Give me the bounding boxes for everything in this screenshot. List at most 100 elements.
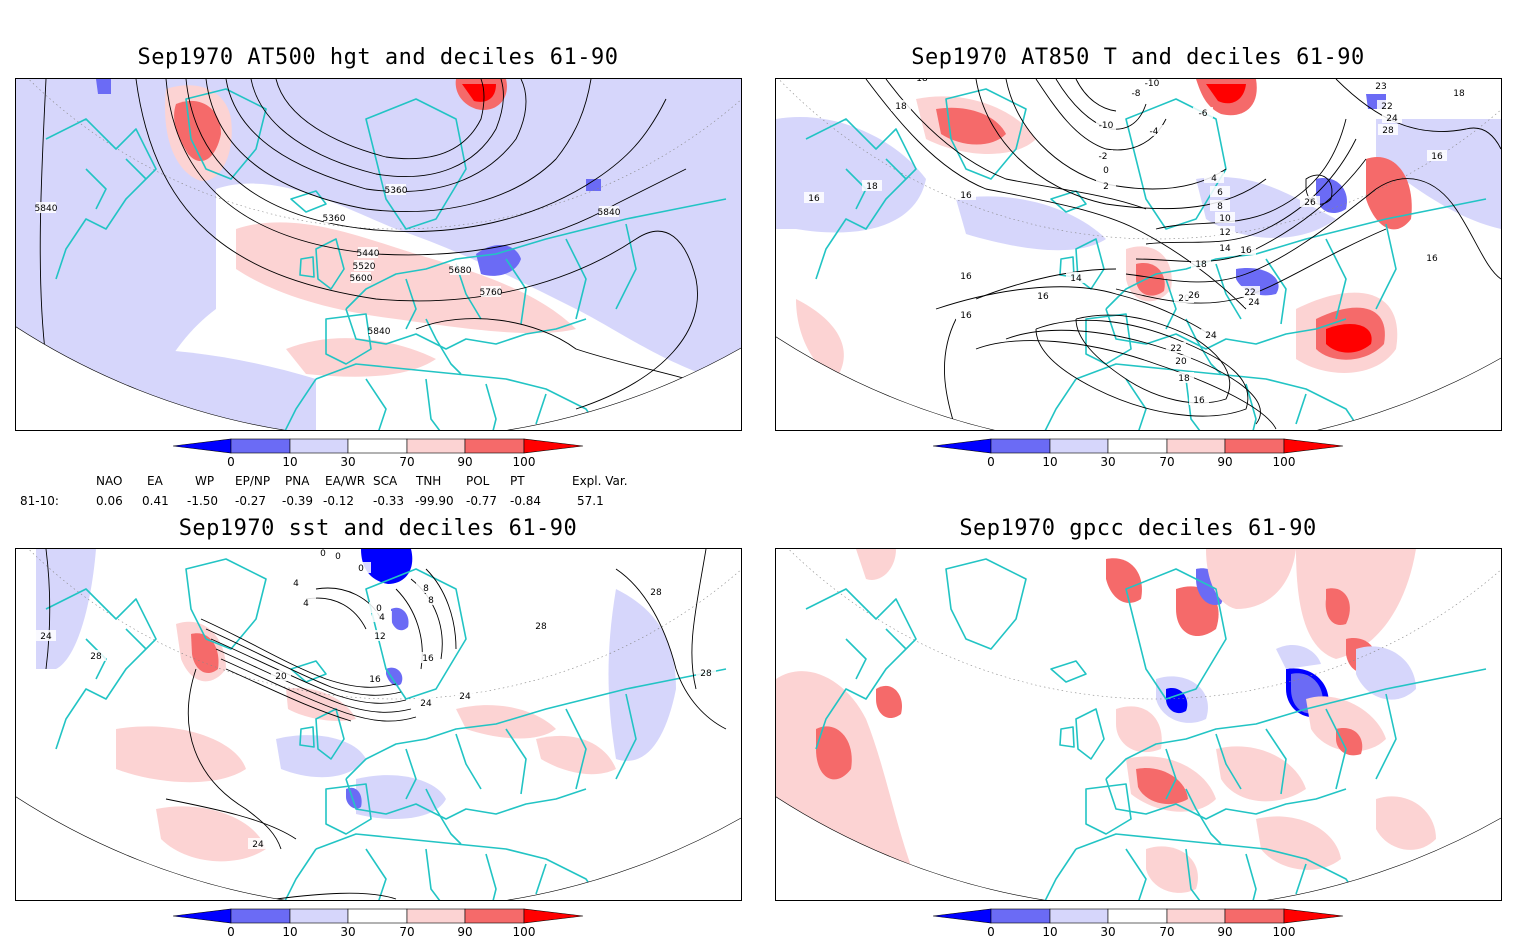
colorbar-box <box>1107 908 1168 924</box>
colorbar-tick-label: 90 <box>457 925 473 939</box>
coastline <box>45 588 157 750</box>
contour-line <box>885 79 1147 210</box>
contour-label: 16 <box>369 675 381 685</box>
contour-label: 2 <box>1103 182 1109 192</box>
coastline <box>455 733 482 790</box>
decile-shading <box>96 79 111 94</box>
contour-label: 4 <box>303 599 309 609</box>
contour-line <box>39 79 47 360</box>
colorbar-tick-label: 10 <box>282 925 298 939</box>
contour-label-bg <box>36 202 56 213</box>
coastline <box>365 378 387 430</box>
colorbar-box <box>347 438 408 454</box>
decile-shading <box>476 244 521 276</box>
decile-shading <box>174 100 221 162</box>
colorbar-500hgt: 0 10 30 70 90 100 <box>172 438 593 474</box>
panel-title-gpcc: Sep1970 gpcc deciles 61-90 <box>959 516 1317 541</box>
contour-label-bg <box>418 652 438 663</box>
coastline <box>315 833 607 900</box>
colorbar-arrow-low <box>172 438 232 454</box>
contour-label: 16 <box>960 311 972 321</box>
contour-line <box>165 798 297 840</box>
coastline <box>315 708 345 760</box>
contour-line <box>425 568 457 650</box>
coastline <box>1050 660 1087 683</box>
contour-line <box>135 79 698 410</box>
decile-shading <box>276 735 366 778</box>
contour-label: 28 <box>90 652 102 662</box>
index-header: PT <box>510 474 525 488</box>
decile-shading <box>1206 549 1296 609</box>
colorbar-sst: 0 10 30 70 90 100 <box>172 908 593 944</box>
contour-label-bg <box>1377 100 1397 111</box>
panel-title-sst: Sep1970 sst and deciles 61-90 <box>178 516 578 541</box>
contour-label: 24 <box>1386 114 1398 124</box>
contour-label: 5840 <box>598 208 621 218</box>
decile-shading <box>1116 706 1162 753</box>
contour-label: 5440 <box>357 249 380 259</box>
coastline <box>615 223 637 310</box>
contour-label-bg <box>248 838 268 849</box>
contour-label-bg <box>296 597 316 608</box>
index-value: -99.90 <box>415 494 454 508</box>
contour-label-bg <box>354 260 374 271</box>
coastline <box>425 318 462 375</box>
contour-label: 22 <box>1244 288 1255 298</box>
map-850t: 18 18 16 18 16 -10 -8 -10 -6 -4 -2 0 2 4 6 8 10 12 14 16 18 2… <box>775 78 1502 431</box>
contour-line <box>1075 314 1231 404</box>
coastline <box>1040 378 1077 430</box>
colorbar-tick-label: 70 <box>399 925 415 939</box>
coastline <box>1185 848 1207 900</box>
coastline <box>1125 848 1147 900</box>
colorbar-box <box>347 908 408 924</box>
contour-label: 24 <box>1205 331 1217 341</box>
coastline <box>1325 238 1347 320</box>
contour-label: 5840 <box>368 327 391 337</box>
contour-label: -10 <box>1099 121 1114 131</box>
contour-label: 26 <box>1304 198 1316 208</box>
contour-label: 0 <box>376 604 382 614</box>
contour-label: 20 <box>275 672 287 682</box>
contour-label: 20 <box>1175 357 1187 367</box>
contour-label: 28 <box>1382 126 1394 136</box>
coastline <box>345 778 587 820</box>
coastline <box>1040 848 1077 900</box>
colorbar-box <box>990 438 1051 454</box>
index-header: POL <box>466 474 490 488</box>
coastline <box>425 788 462 845</box>
colorbar-tick-label: 90 <box>1217 925 1233 939</box>
contour-label-bg <box>416 697 436 708</box>
coastline <box>1325 708 1347 790</box>
contour-label-bg <box>1174 372 1194 383</box>
coastline <box>1265 728 1287 795</box>
index-value: -1.50 <box>187 494 219 508</box>
colorbar-box <box>289 438 349 454</box>
coastline <box>1125 378 1147 430</box>
contour-line <box>1075 79 1117 112</box>
contour-label: 8 <box>428 596 434 606</box>
coastline <box>885 158 907 180</box>
contour-label: 12 <box>374 632 385 642</box>
colorbar-box <box>230 438 291 454</box>
colorbar-tick-label: 100 <box>1272 925 1296 939</box>
colorbar-box <box>230 908 291 924</box>
contour-label: 16 <box>1037 292 1049 302</box>
contour-line <box>185 79 667 232</box>
colorbar-box <box>1166 908 1226 924</box>
index-header: EP/NP <box>235 474 271 488</box>
contour-label: 5600 <box>350 274 373 284</box>
contour-label: -2 <box>1099 152 1108 162</box>
contour-label: 16 <box>808 194 820 204</box>
decile-shading <box>536 735 616 775</box>
decile-shading <box>1136 263 1165 296</box>
contour-label-bg <box>1300 196 1320 207</box>
coastline <box>1125 98 1227 230</box>
coastline <box>299 256 315 278</box>
contour-line <box>225 79 527 192</box>
contour-label-bg <box>1201 329 1221 340</box>
contour-label: 28 <box>535 622 547 632</box>
contour-line <box>45 549 51 670</box>
contour-label-bg <box>1096 164 1116 175</box>
decile-shading <box>1296 549 1416 659</box>
colorbar-tick-label: 0 <box>227 455 235 469</box>
